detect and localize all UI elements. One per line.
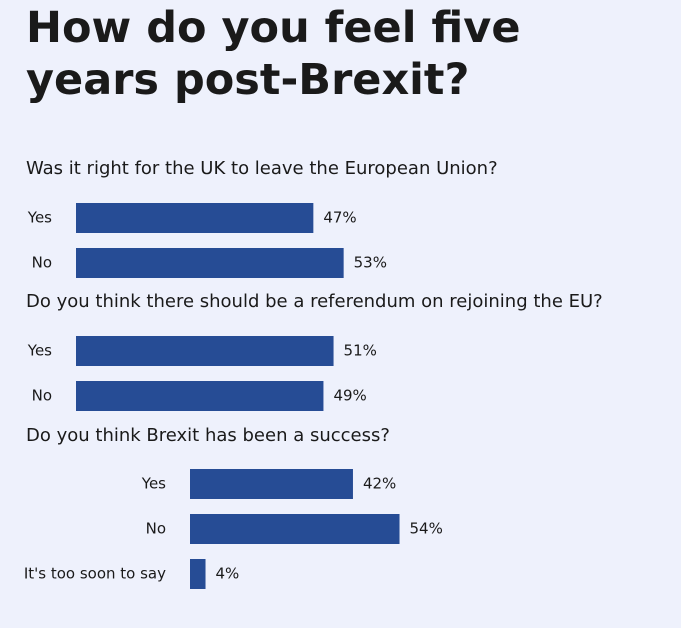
bar: [76, 248, 344, 278]
question: Do you think Brexit has been a success?: [26, 425, 390, 446]
question: Was it right for the UK to leave the Eur…: [26, 158, 498, 179]
value-label: 4%: [216, 565, 240, 583]
bar: [76, 381, 324, 411]
value-label: 47%: [323, 209, 356, 227]
category-label: It's too soon to say: [24, 565, 166, 583]
category-label: No: [32, 254, 52, 272]
question: Do you think there should be a referendu…: [26, 291, 603, 312]
bar: [190, 469, 353, 499]
value-label: 49%: [333, 387, 366, 405]
category-label: Yes: [141, 475, 166, 493]
category-label: No: [146, 520, 166, 538]
value-label: 53%: [354, 254, 387, 272]
bar: [76, 336, 334, 366]
value-label: 51%: [344, 342, 377, 360]
page-title: How do you feel five years post-Brexit?: [26, 3, 520, 105]
bar: [190, 514, 400, 544]
category-label: No: [32, 387, 52, 405]
value-label: 54%: [410, 520, 443, 538]
category-label: Yes: [27, 342, 52, 360]
value-label: 42%: [363, 475, 396, 493]
category-label: Yes: [27, 209, 52, 227]
bar: [190, 559, 206, 589]
bar: [76, 203, 314, 233]
